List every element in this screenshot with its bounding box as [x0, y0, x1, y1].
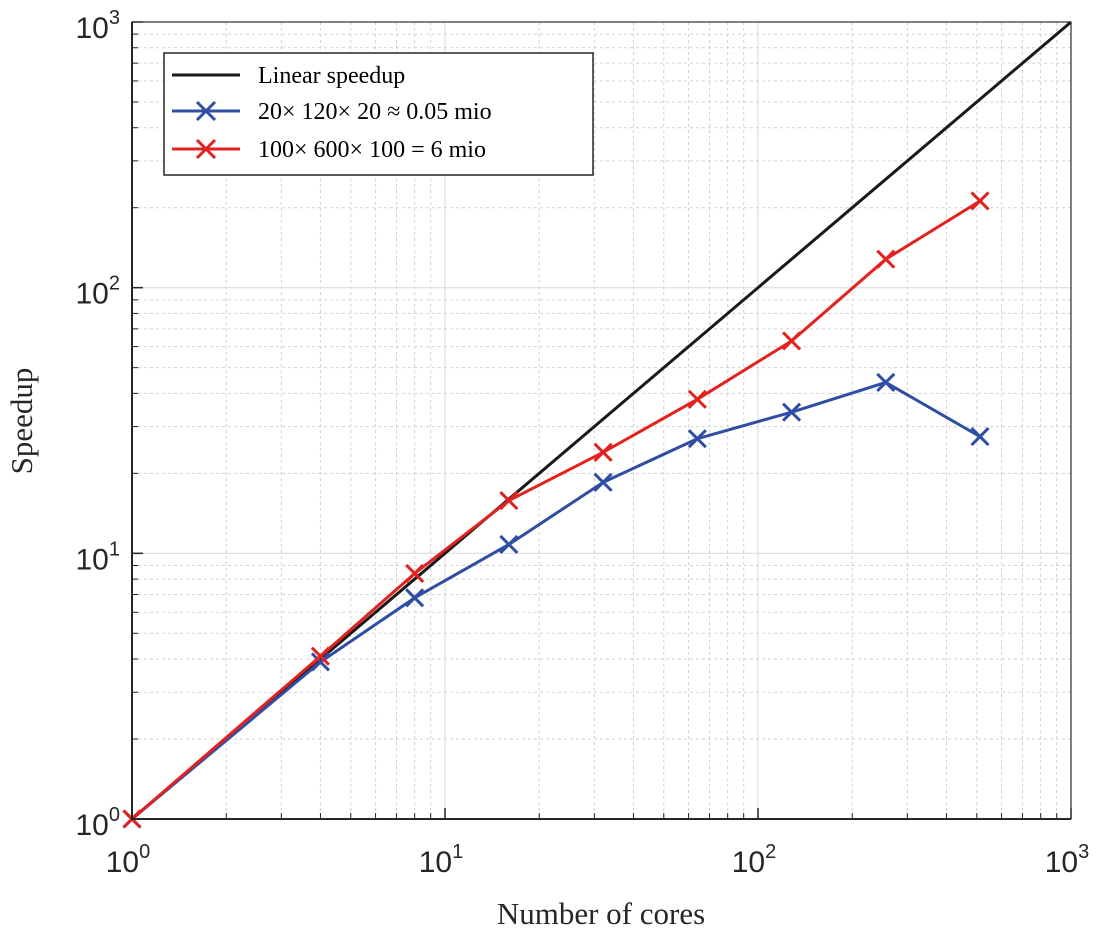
- marker-stroke: [405, 588, 425, 608]
- tick-label-base: 10: [76, 12, 109, 45]
- x-axis-title: Number of cores: [497, 896, 705, 931]
- data-point-marker: [499, 490, 519, 511]
- data-point-marker: [593, 442, 613, 462]
- data-series: [122, 20, 1072, 829]
- data-point-marker: [687, 389, 707, 409]
- data-point-marker: [781, 402, 802, 422]
- axis-lines: [131, 22, 1071, 820]
- data-point-marker: [970, 191, 990, 211]
- tick-label-exponent: 2: [109, 273, 120, 295]
- grid-lines: [132, 22, 1071, 819]
- marker-stroke: [593, 442, 613, 462]
- data-point-marker: [310, 652, 331, 672]
- data-point-marker: [687, 429, 707, 449]
- marker-stroke: [781, 331, 802, 351]
- y-axis-title: Speedup: [4, 368, 39, 475]
- marker-stroke: [876, 249, 896, 269]
- marker-stroke: [310, 652, 331, 672]
- tick-label-exponent: 2: [765, 841, 776, 863]
- marker-stroke: [310, 646, 331, 666]
- series-line-1: [131, 380, 981, 821]
- legend: Linear speedup 20× 120× 20 ≈ 0.05 mio 10…: [163, 52, 594, 176]
- y-tick-label: 102: [76, 273, 121, 311]
- series-line-0: [131, 20, 1072, 821]
- marker-stroke: [499, 490, 519, 511]
- series-line-2: [131, 199, 981, 821]
- y-tick-label: 101: [76, 538, 121, 576]
- legend-label-large: 100× 600× 100 = 6 mio: [258, 137, 486, 163]
- marker-stroke: [593, 472, 613, 492]
- legend-marker-large: [195, 138, 217, 160]
- marker-stroke: [876, 372, 896, 392]
- legend-marker-small: [195, 100, 217, 122]
- tick-label-base: 10: [76, 278, 109, 311]
- tick-label-exponent: 0: [139, 841, 150, 863]
- legend-label-linear: Linear speedup: [258, 63, 405, 89]
- tick-label-base: 10: [732, 846, 765, 879]
- legend-box: [163, 52, 594, 176]
- marker-stroke: [781, 402, 802, 422]
- tick-label-base: 10: [1045, 846, 1078, 879]
- y-tick-label: 103: [76, 7, 121, 45]
- x-tick-label: 102: [732, 841, 777, 879]
- x-tick-label: 103: [1045, 841, 1090, 879]
- tick-label-exponent: 1: [452, 841, 463, 863]
- x-tick-label: 101: [419, 841, 464, 879]
- tick-label-base: 10: [419, 846, 452, 879]
- tick-label-exponent: 1: [109, 538, 120, 560]
- data-point-marker: [876, 372, 896, 392]
- data-point-marker: [876, 249, 896, 269]
- data-point-marker: [970, 427, 990, 447]
- tick-label-base: 10: [76, 543, 109, 576]
- marker-stroke: [405, 563, 425, 584]
- data-point-marker: [405, 588, 425, 608]
- data-point-marker: [593, 472, 613, 492]
- marker-stroke: [970, 191, 990, 211]
- marker-stroke: [687, 429, 707, 449]
- data-point-marker: [310, 646, 331, 666]
- marker-stroke: [687, 389, 707, 409]
- marker-stroke: [499, 534, 519, 555]
- tick-label-exponent: 0: [109, 804, 120, 826]
- tick-label-exponent: 3: [1078, 841, 1089, 863]
- data-point-marker: [405, 563, 425, 584]
- marker-stroke: [970, 427, 990, 447]
- x-tick-label: 100: [106, 841, 151, 879]
- data-point-marker: [781, 331, 802, 351]
- legend-label-small: 20× 120× 20 ≈ 0.05 mio: [258, 99, 492, 125]
- tick-label-base: 10: [76, 809, 109, 842]
- tick-label-base: 10: [106, 846, 139, 879]
- tick-label-exponent: 3: [109, 7, 120, 29]
- data-point-marker: [499, 534, 519, 555]
- y-tick-label: 100: [76, 804, 121, 842]
